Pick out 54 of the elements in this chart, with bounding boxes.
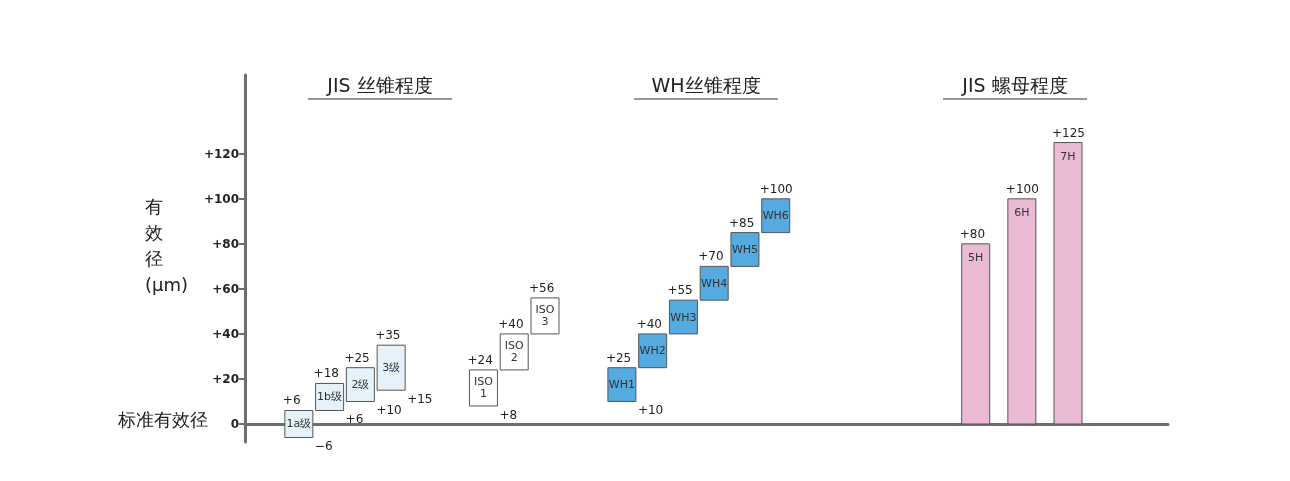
y-tick-label: +60	[212, 281, 239, 296]
annotation: +25	[605, 350, 632, 365]
x-tick-label: 7H	[1060, 150, 1076, 164]
y-tick-label: 0	[230, 416, 239, 431]
annotation: +55	[667, 283, 693, 298]
annotation: +70	[698, 249, 724, 264]
annotation: +85	[728, 215, 755, 230]
x-tick-label: WH6	[762, 209, 789, 223]
annotation: +100	[1005, 181, 1039, 196]
y-tick-label: +120	[203, 146, 239, 161]
annotation: JIS 螺母程度	[961, 74, 1068, 96]
bar	[1007, 198, 1037, 425]
annotation: +80	[959, 226, 986, 241]
x-tick-label: 2级	[351, 378, 370, 392]
annotation: JIS 丝锥程度	[326, 74, 433, 96]
x-tick-label: ISO 1	[474, 375, 494, 401]
x-tick-label: 6H	[1014, 206, 1030, 220]
text: 标准有效径	[117, 409, 208, 431]
annotation: −6	[314, 439, 333, 454]
x-tick-label: 5H	[968, 251, 984, 265]
annotation: +15	[407, 392, 433, 407]
annotation: +100	[759, 181, 793, 196]
x-tick-label: WH1	[608, 378, 635, 392]
x-tick-label: ISO 2	[504, 339, 524, 365]
y-axis-title: 有效径 (μm)	[145, 195, 189, 295]
annotation: WH丝锥程度	[651, 74, 761, 96]
x-tick-label: WH3	[670, 310, 697, 324]
x-tick-label: 1b级	[317, 390, 343, 404]
y-tick-label: +100	[203, 191, 239, 206]
bar	[961, 243, 991, 425]
annotation: +24	[467, 352, 493, 367]
x-tick-label: 1a级	[286, 417, 312, 431]
y-tick-label: +40	[212, 326, 239, 341]
annotation: +6	[345, 412, 364, 427]
bar	[468, 369, 498, 407]
annotation: +35	[375, 328, 401, 343]
annotation: +6	[282, 393, 301, 408]
x-tick-label: 3级	[382, 361, 401, 375]
annotation: +125	[1052, 125, 1085, 140]
annotation: +10	[637, 403, 664, 418]
y-tick-label: +80	[212, 236, 239, 251]
annotation: +56	[528, 280, 555, 295]
x-tick-label: WH5	[731, 242, 759, 256]
y-tick-label: +20	[212, 371, 239, 386]
annotation: +8	[499, 407, 518, 422]
x-tick-label: ISO 3	[535, 303, 555, 329]
annotation: +40	[636, 316, 662, 331]
annotation: +10	[376, 403, 402, 418]
x-tick-label: WH2	[639, 344, 666, 358]
bar	[1053, 142, 1083, 425]
annotation: +40	[498, 316, 524, 331]
annotation: +18	[313, 366, 339, 381]
x-tick-label: WH4	[701, 276, 728, 290]
annotation: +25	[344, 350, 370, 365]
